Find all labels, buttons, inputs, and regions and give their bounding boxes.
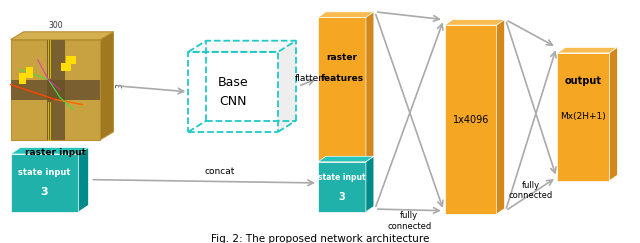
Polygon shape	[11, 32, 113, 40]
Text: Mx(2H+1): Mx(2H+1)	[561, 112, 606, 121]
Text: 1x4096: 1x4096	[452, 115, 489, 125]
Text: features: features	[321, 74, 364, 83]
Bar	[26, 67, 33, 78]
Text: output: output	[565, 76, 602, 86]
Polygon shape	[366, 156, 374, 212]
Polygon shape	[318, 17, 366, 162]
Text: 300: 300	[48, 21, 63, 30]
Text: state input: state input	[19, 168, 71, 177]
Text: 3: 3	[339, 192, 346, 202]
Text: raster input: raster input	[25, 148, 86, 157]
Polygon shape	[79, 148, 88, 212]
Polygon shape	[278, 41, 296, 132]
Polygon shape	[445, 25, 497, 214]
Bar	[19, 73, 26, 84]
Polygon shape	[188, 41, 296, 52]
Polygon shape	[366, 12, 374, 162]
Polygon shape	[11, 80, 100, 100]
Polygon shape	[609, 47, 618, 181]
Text: Fig. 2: The proposed network architecture: Fig. 2: The proposed network architectur…	[211, 234, 429, 243]
Polygon shape	[47, 80, 65, 100]
Text: flatten: flatten	[295, 74, 325, 83]
Text: fully
connected: fully connected	[509, 181, 553, 200]
Bar	[61, 63, 70, 71]
Text: 3: 3	[41, 187, 49, 197]
Polygon shape	[100, 32, 113, 140]
Polygon shape	[445, 20, 504, 25]
Polygon shape	[497, 20, 504, 214]
Polygon shape	[11, 40, 100, 140]
Bar	[65, 56, 76, 64]
Text: fully
connected: fully connected	[387, 211, 431, 231]
Text: raster: raster	[326, 53, 358, 62]
Text: Base: Base	[218, 76, 248, 89]
Polygon shape	[11, 154, 79, 212]
Polygon shape	[47, 40, 65, 140]
Polygon shape	[318, 12, 374, 17]
Text: state input: state input	[318, 173, 366, 182]
Text: CNN: CNN	[220, 95, 247, 108]
Polygon shape	[557, 47, 618, 53]
Polygon shape	[318, 162, 366, 212]
Polygon shape	[318, 156, 374, 162]
Polygon shape	[11, 148, 88, 154]
Text: concat: concat	[204, 167, 234, 176]
Text: 3: 3	[115, 83, 124, 88]
Polygon shape	[188, 52, 278, 132]
Polygon shape	[557, 53, 609, 181]
